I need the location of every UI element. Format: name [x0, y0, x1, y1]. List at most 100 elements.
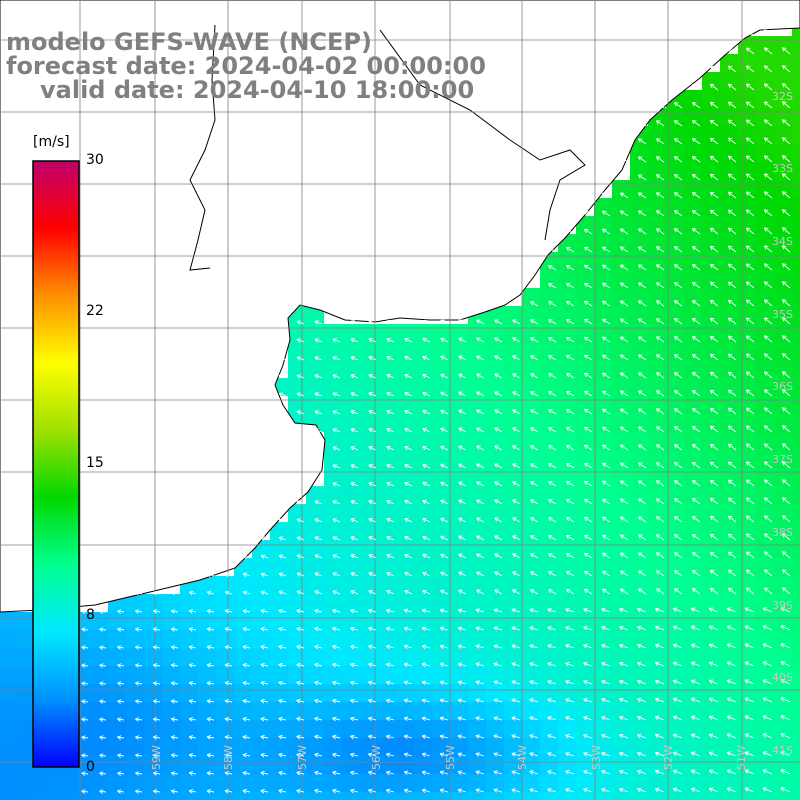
wind-arrow: [584, 462, 593, 469]
wind-arrow: [547, 716, 557, 721]
wind-arrow: [368, 338, 377, 343]
wind-arrow: [672, 661, 683, 667]
wind-arrow: [385, 698, 395, 704]
wind-arrow: [745, 173, 755, 181]
wind-arrow: [691, 443, 701, 451]
wind-arrow: [314, 356, 323, 361]
wind-arrow: [530, 463, 539, 469]
wind-arrow: [690, 769, 701, 775]
wind-arrow: [99, 645, 107, 650]
wind-arrow: [314, 590, 323, 595]
wind-arrow: [566, 336, 575, 343]
wind-arrow: [762, 715, 773, 721]
wind-arrow: [350, 590, 359, 595]
wind-arrow: [601, 192, 611, 199]
wind-arrow: [691, 425, 701, 433]
wind-arrow: [421, 752, 431, 757]
wind-arrow: [386, 373, 395, 379]
model-title: modelo GEFS-WAVE (NCEP): [6, 28, 372, 56]
wind-arrow: [404, 409, 413, 415]
wind-arrow: [619, 787, 629, 793]
wind-arrow: [530, 481, 539, 487]
wind-arrow: [421, 716, 431, 721]
wind-arrow: [439, 752, 449, 757]
wind-arrow: [332, 428, 341, 433]
wind-arrow: [548, 283, 557, 289]
wind-arrow: [619, 661, 629, 667]
wind-arrow: [745, 281, 755, 289]
wind-arrow: [188, 771, 197, 776]
wind-arrow: [601, 697, 611, 703]
wind-arrow: [350, 572, 359, 577]
wind-arrow: [296, 536, 305, 541]
wind-arrow: [458, 337, 467, 343]
wind-arrow: [690, 715, 701, 721]
wind-arrow: [708, 715, 719, 721]
wind-arrow: [403, 770, 413, 776]
wind-arrow: [709, 263, 719, 271]
wind-arrow: [260, 608, 269, 614]
wind-arrow: [745, 47, 755, 55]
wind-arrow: [422, 481, 431, 487]
wind-arrow: [726, 679, 737, 685]
wind-arrow: [745, 551, 755, 559]
wind-arrow: [547, 734, 557, 739]
wind-arrow: [672, 643, 683, 649]
wind-arrow: [440, 319, 449, 325]
wind-arrow: [781, 479, 791, 487]
wind-arrow: [99, 717, 107, 722]
wind-arrow: [744, 787, 755, 793]
wind-arrow: [422, 355, 431, 361]
wind-arrow: [726, 715, 737, 721]
wind-arrow: [727, 281, 737, 289]
wind-arrow: [493, 734, 503, 739]
wind-arrow: [673, 174, 683, 181]
wind-arrow: [619, 318, 629, 325]
wind-arrow: [494, 373, 503, 379]
wind-arrow: [584, 300, 593, 307]
wind-arrow: [637, 787, 647, 793]
wind-arrow: [762, 661, 773, 667]
wind-arrow: [709, 569, 719, 577]
wind-arrow: [708, 697, 719, 703]
wind-arrow: [691, 587, 701, 595]
wind-arrow: [763, 65, 773, 73]
wind-arrow: [188, 735, 197, 740]
wind-arrow: [726, 697, 737, 703]
wind-arrow: [530, 283, 539, 289]
wind-arrow: [691, 551, 701, 559]
wind-arrow: [440, 445, 449, 451]
wind-arrow: [709, 551, 719, 559]
wind-arrow: [224, 717, 233, 722]
wind-arrow: [726, 769, 737, 775]
wind-arrow: [655, 300, 665, 307]
wind-arrow: [673, 498, 683, 505]
wind-arrow: [637, 625, 647, 631]
wind-arrow: [763, 281, 773, 289]
wind-arrow: [439, 734, 449, 739]
wind-arrow: [781, 209, 791, 217]
wind-arrow: [780, 769, 791, 775]
wind-arrow: [475, 770, 485, 775]
wind-arrow: [781, 371, 791, 379]
wind-arrow: [601, 607, 611, 613]
wind-arrow: [583, 679, 593, 685]
wind-arrow: [386, 445, 395, 451]
wind-arrow: [781, 407, 791, 415]
wind-arrow: [548, 445, 557, 451]
wind-arrow: [727, 317, 737, 325]
wind-arrow: [673, 462, 683, 469]
wind-arrow: [655, 120, 665, 127]
wind-arrow: [619, 625, 629, 631]
wind-arrow: [260, 590, 269, 595]
wind-arrow: [727, 515, 737, 523]
wind-arrow: [170, 627, 179, 632]
wind-arrow: [332, 554, 341, 559]
wind-arrow: [673, 210, 683, 217]
wind-arrow: [655, 318, 665, 325]
wind-arrow: [530, 553, 539, 559]
wind-arrow: [476, 481, 485, 487]
wind-arrow: [350, 770, 359, 776]
wind-arrow: [637, 697, 647, 703]
wind-arrow: [566, 534, 575, 541]
